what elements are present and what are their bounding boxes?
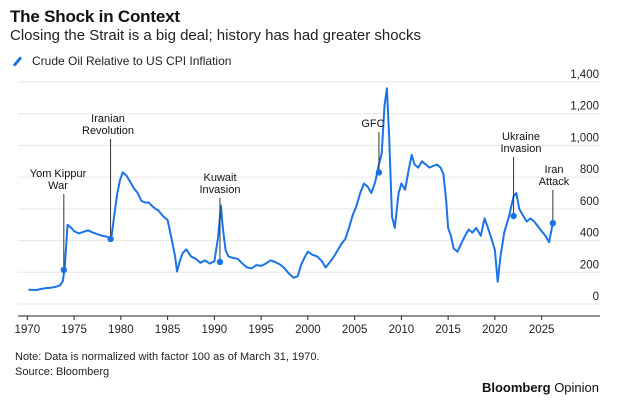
annotation-label: Iran xyxy=(545,164,564,176)
annotation-marker xyxy=(549,219,557,227)
axes: 0 200 400 600 800 1,000 1,200 1,400 1970 1975 1980… xyxy=(15,69,600,336)
annotation-label: Invasion xyxy=(200,184,241,196)
x-tick-label: 2020 xyxy=(482,324,508,336)
annotation-label: War xyxy=(48,180,68,192)
x-tick-label: 2005 xyxy=(342,324,368,336)
y-tick-label: 0 xyxy=(593,291,599,303)
annotation-label: Invasion xyxy=(501,143,542,155)
brand-sub: Opinion xyxy=(554,380,599,395)
annotation-marker xyxy=(216,258,224,266)
y-tick-label: 1,000 xyxy=(570,132,599,144)
x-tick-label: 2000 xyxy=(295,324,321,336)
series-line xyxy=(28,87,554,291)
annotation-label: Yom Kippur xyxy=(30,168,87,180)
x-tick-label: 1975 xyxy=(61,324,87,336)
gridlines xyxy=(18,81,600,305)
annotation-label: Attack xyxy=(539,176,570,188)
y-tick-label: 800 xyxy=(580,164,599,176)
annotation-label: Ukraine xyxy=(502,131,540,143)
annotation-label: Revolution xyxy=(82,125,134,137)
x-tick-label: 1995 xyxy=(248,324,274,336)
x-tick-label: 1990 xyxy=(202,324,228,336)
chart-source: Source: Bloomberg xyxy=(15,366,110,378)
chart-note: Note: Data is normalized with factor 100… xyxy=(15,351,320,363)
x-tick-label: 1985 xyxy=(155,324,181,336)
x-tick-label: 2025 xyxy=(529,324,555,336)
x-tick-label: 2015 xyxy=(435,324,461,336)
annotation-label: GFC xyxy=(361,118,384,130)
brand-logo: Bloomberg Opinion xyxy=(482,380,599,395)
y-tick-label: 400 xyxy=(580,228,599,240)
x-tick-label: 1980 xyxy=(108,324,134,336)
chart-subtitle: Closing the Strait is a big deal; histor… xyxy=(10,27,422,44)
annotations: Yom KippurWarIranianRevolutionKuwaitInva… xyxy=(30,113,570,274)
legend-label: Crude Oil Relative to US CPI Inflation xyxy=(32,54,232,68)
x-tick-label: 1970 xyxy=(15,324,41,336)
x-tick-label: 2010 xyxy=(389,324,415,336)
annotation-marker xyxy=(510,212,517,220)
annotation-label: Kuwait xyxy=(203,172,236,184)
legend: Crude Oil Relative to US CPI Inflation xyxy=(12,54,231,68)
y-tick-label: 1,400 xyxy=(570,69,599,81)
annotation-marker xyxy=(107,235,114,243)
y-tick-label: 200 xyxy=(580,259,599,271)
brand-main: Bloomberg xyxy=(481,380,551,395)
annotation-marker xyxy=(375,169,383,176)
y-tick-label: 1,200 xyxy=(570,101,599,113)
chart-title: The Shock in Context xyxy=(10,7,180,26)
series-layer xyxy=(28,87,554,291)
y-tick-label: 600 xyxy=(580,196,599,208)
annotation-label: Iranian xyxy=(91,113,125,125)
annotation-marker xyxy=(60,266,68,274)
